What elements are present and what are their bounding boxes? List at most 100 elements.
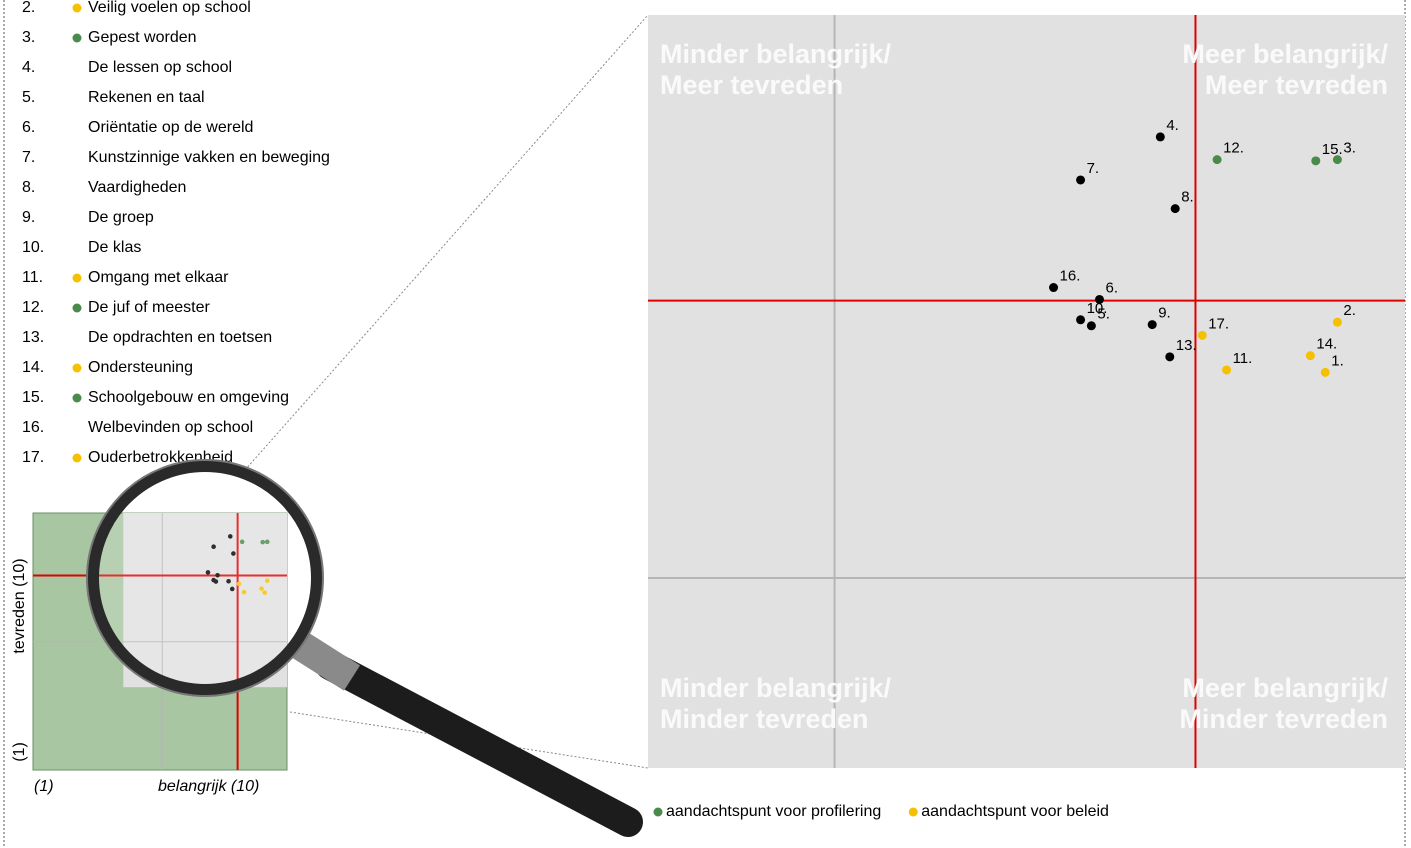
quadrant-label: Meer belangrijk/ xyxy=(1182,673,1388,703)
point-label: 7. xyxy=(1087,160,1100,177)
magnifier-lens xyxy=(87,460,323,696)
overview-point xyxy=(215,572,220,578)
point-label: 12. xyxy=(1223,140,1244,157)
point-label: 3. xyxy=(1343,140,1356,157)
magnifier-collar xyxy=(291,632,361,691)
zoom-panel xyxy=(648,15,1405,768)
overview-point xyxy=(259,586,264,591)
list-text: Veilig voelen op school xyxy=(88,0,251,16)
list-text: Kunstzinnige vakken en beweging xyxy=(88,149,330,166)
point xyxy=(1222,365,1232,375)
point-label: 15. xyxy=(1322,141,1343,158)
list-number: 13. xyxy=(22,329,44,346)
point xyxy=(1170,204,1180,214)
overview-point xyxy=(226,578,231,584)
overview-point xyxy=(211,544,216,549)
y-axis-min-label: (1) xyxy=(11,742,28,762)
list-number: 3. xyxy=(22,29,35,46)
list-number: 8. xyxy=(22,179,35,196)
list-text: Vaardigheden xyxy=(88,179,186,196)
list-marker xyxy=(72,3,82,13)
point-label: 11. xyxy=(1233,350,1253,367)
point xyxy=(1049,283,1059,293)
point xyxy=(1076,175,1086,185)
list-text: De groep xyxy=(88,209,154,226)
list-text: Oriëntatie op de wereld xyxy=(88,119,253,136)
zoom-connector xyxy=(244,14,649,471)
list-text: Welbevinden op school xyxy=(88,419,253,436)
point-label: 13. xyxy=(1176,337,1197,354)
overview-point xyxy=(262,590,268,595)
list-text: De klas xyxy=(88,239,141,256)
list-number: 7. xyxy=(22,149,35,166)
list-number: 17. xyxy=(22,449,44,466)
overview-point xyxy=(205,570,211,575)
list-marker xyxy=(72,453,82,463)
list-text: Rekenen en taal xyxy=(88,89,205,106)
quadrant-label: Meer belangrijk/ xyxy=(1182,39,1388,69)
list-marker xyxy=(72,393,82,403)
list-number: 15. xyxy=(22,389,44,406)
x-axis-label: belangrijk (10) xyxy=(158,778,259,795)
quadrant-label: Minder belangrijk/ xyxy=(660,673,892,703)
quadrant-label: Minder belangrijk/ xyxy=(660,39,892,69)
list-text: De lessen op school xyxy=(88,59,232,76)
point xyxy=(1086,321,1096,331)
quadrant-label: Meer tevreden xyxy=(1205,70,1388,100)
list-marker xyxy=(72,273,82,283)
list-text: Gepest worden xyxy=(88,29,197,46)
point-label: 17. xyxy=(1208,315,1229,332)
legend-marker xyxy=(908,807,918,817)
overview-point xyxy=(241,589,247,595)
point-label: 9. xyxy=(1158,305,1171,322)
list-number: 4. xyxy=(22,59,35,76)
point xyxy=(1332,317,1342,327)
overview-zoom-region xyxy=(123,513,287,688)
point xyxy=(1332,155,1342,165)
overview-point xyxy=(227,534,233,539)
list-marker xyxy=(72,33,82,43)
list-number: 9. xyxy=(22,209,35,226)
point-label: 5. xyxy=(1097,306,1110,323)
point xyxy=(1094,294,1104,304)
point-label: 2. xyxy=(1343,302,1356,319)
point xyxy=(1076,315,1086,325)
point xyxy=(1320,367,1330,377)
point xyxy=(1165,352,1175,362)
point xyxy=(1197,330,1207,340)
list-number: 11. xyxy=(22,269,43,286)
overview-point xyxy=(229,586,235,592)
legend-label: aandachtspunt voor beleid xyxy=(921,803,1109,820)
list-marker xyxy=(72,363,82,373)
list-text: Omgang met elkaar xyxy=(88,269,229,286)
list-text: De opdrachten en toetsen xyxy=(88,329,272,346)
overview-point xyxy=(260,539,266,545)
list-text: Ondersteuning xyxy=(88,359,193,376)
point-label: 1. xyxy=(1331,352,1344,369)
legend-marker xyxy=(653,807,663,817)
list-text: Schoolgebouw en omgeving xyxy=(88,389,289,406)
point xyxy=(1212,155,1222,165)
quadrant-label: Minder tevreden xyxy=(660,704,869,734)
y-axis-label: tevreden (10) xyxy=(11,558,28,653)
magnifier-handle xyxy=(315,650,643,837)
point xyxy=(1155,132,1165,142)
overview-point xyxy=(236,581,242,587)
list-number: 14. xyxy=(22,359,44,376)
point-label: 16. xyxy=(1060,267,1081,284)
x-axis-min-label: (1) xyxy=(34,778,54,795)
list-number: 10. xyxy=(22,239,44,256)
legend-label: aandachtspunt voor profilering xyxy=(666,803,881,820)
magnifier-rim xyxy=(86,459,324,697)
list-number: 6. xyxy=(22,119,35,136)
overview-point xyxy=(239,539,245,545)
point-label: 6. xyxy=(1105,279,1118,296)
point xyxy=(1311,156,1321,166)
quadrant-label: Minder tevreden xyxy=(1179,704,1388,734)
list-number: 5. xyxy=(22,89,35,106)
overview-point xyxy=(231,551,236,556)
list-number: 16. xyxy=(22,419,44,436)
point xyxy=(1305,351,1315,361)
overview-point xyxy=(264,578,270,583)
